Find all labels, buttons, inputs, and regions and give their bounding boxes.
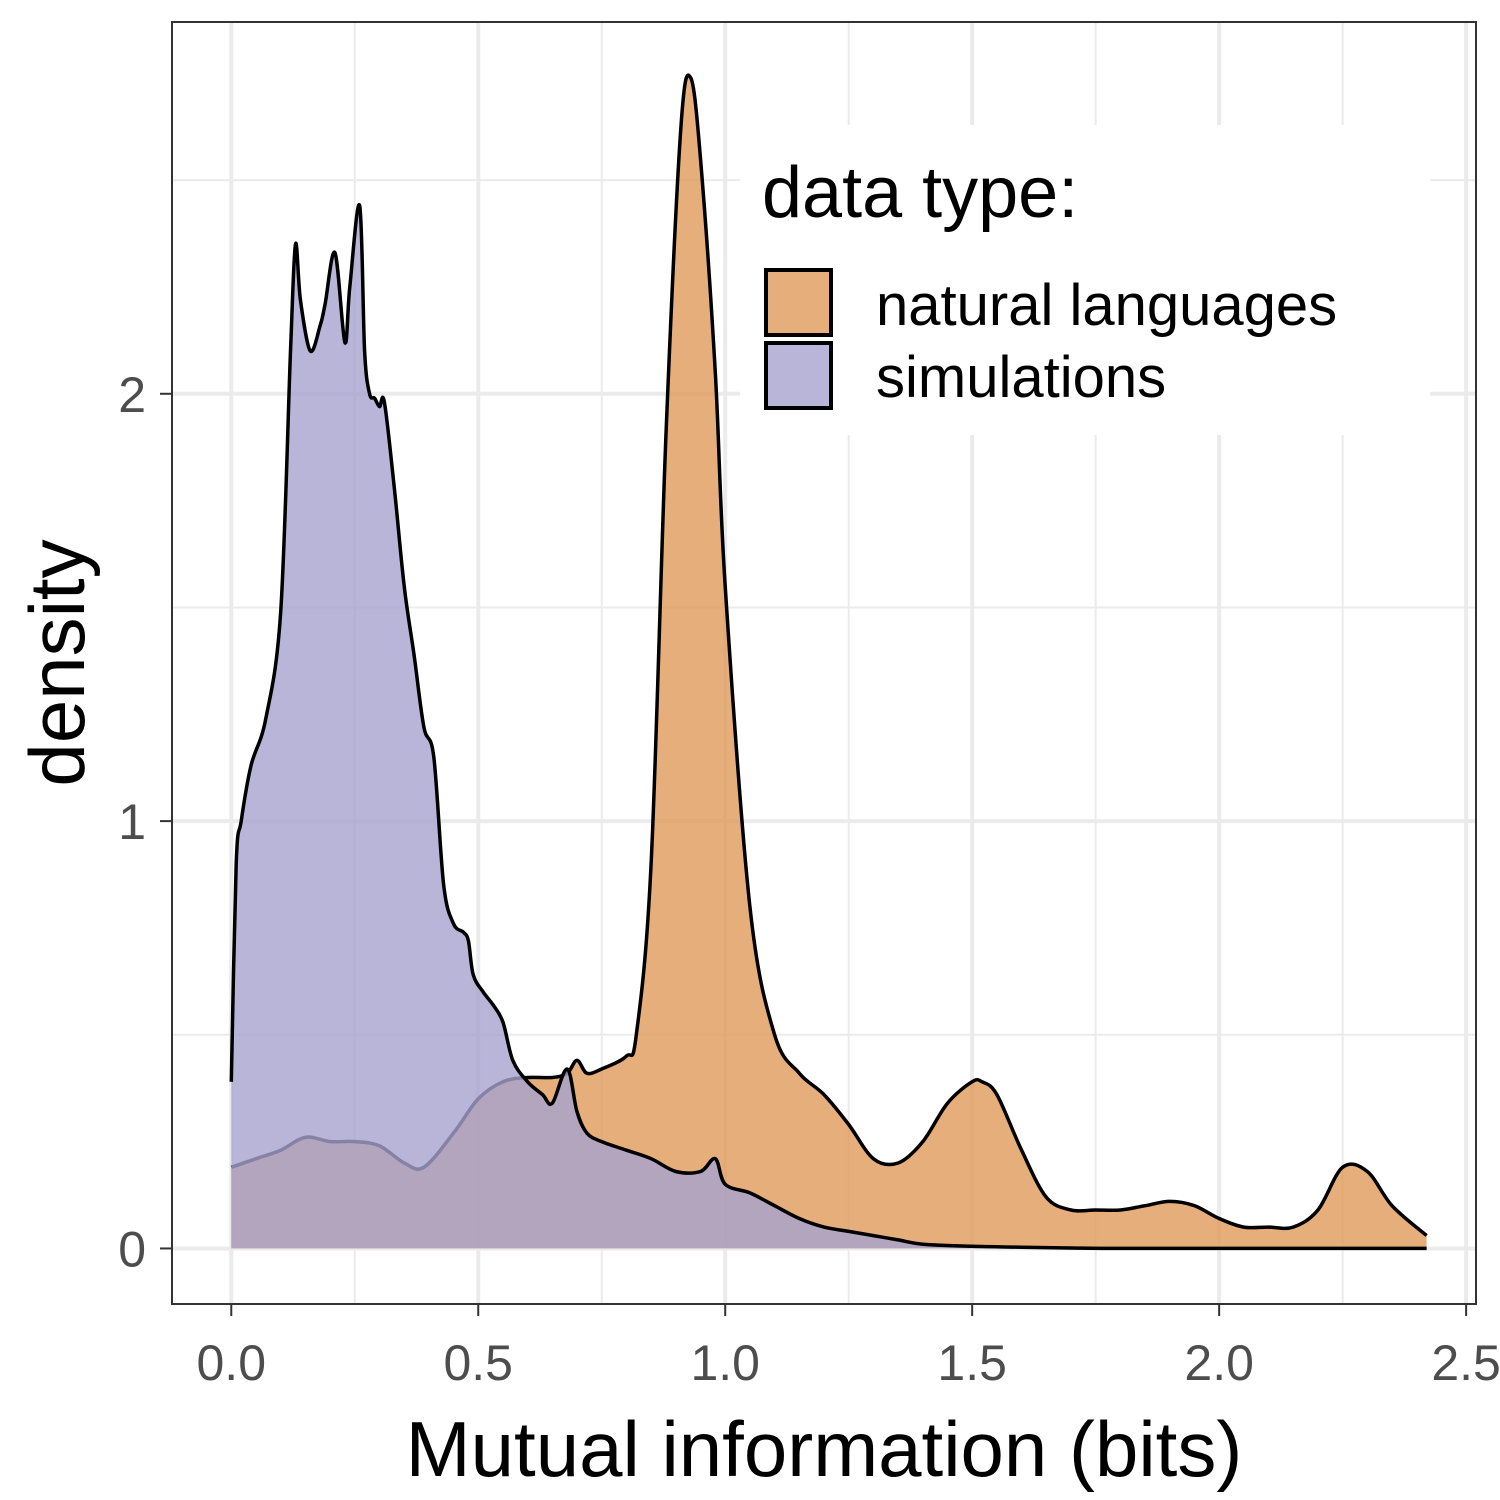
x-tick-label: 1.0 [690,1335,760,1391]
y-axis-title: density [13,539,101,786]
legend: data type: natural languages simulations [740,125,1430,435]
axes: 0.0 0.5 1.0 1.5 2.0 2.5 0 1 2 [118,367,1500,1391]
legend-background [740,125,1430,435]
y-tick-label: 0 [118,1221,146,1277]
legend-key-simulations [764,341,833,410]
legend-title: data type: [762,153,1078,233]
x-tick-label: 0.0 [197,1335,267,1391]
density-line-simulations [229,203,1427,1251]
x-tick-label: 2.0 [1184,1335,1254,1391]
series-simulations [229,203,1427,1251]
y-tick-label: 1 [118,794,146,850]
legend-label-natural-languages: natural languages [876,273,1337,338]
legend-label-simulations: simulations [876,345,1166,410]
series-layer [229,73,1428,1251]
y-tick-label: 2 [118,367,146,423]
panel-border [171,21,1477,1305]
legend-key-natural-languages [764,268,833,337]
x-tick-label: 1.5 [937,1335,1007,1391]
density-area-simulations [231,204,1427,1249]
x-tick-label: 2.5 [1431,1335,1500,1391]
x-axis-title: Mutual information (bits) [406,1405,1243,1493]
x-tick-label: 0.5 [443,1335,513,1391]
